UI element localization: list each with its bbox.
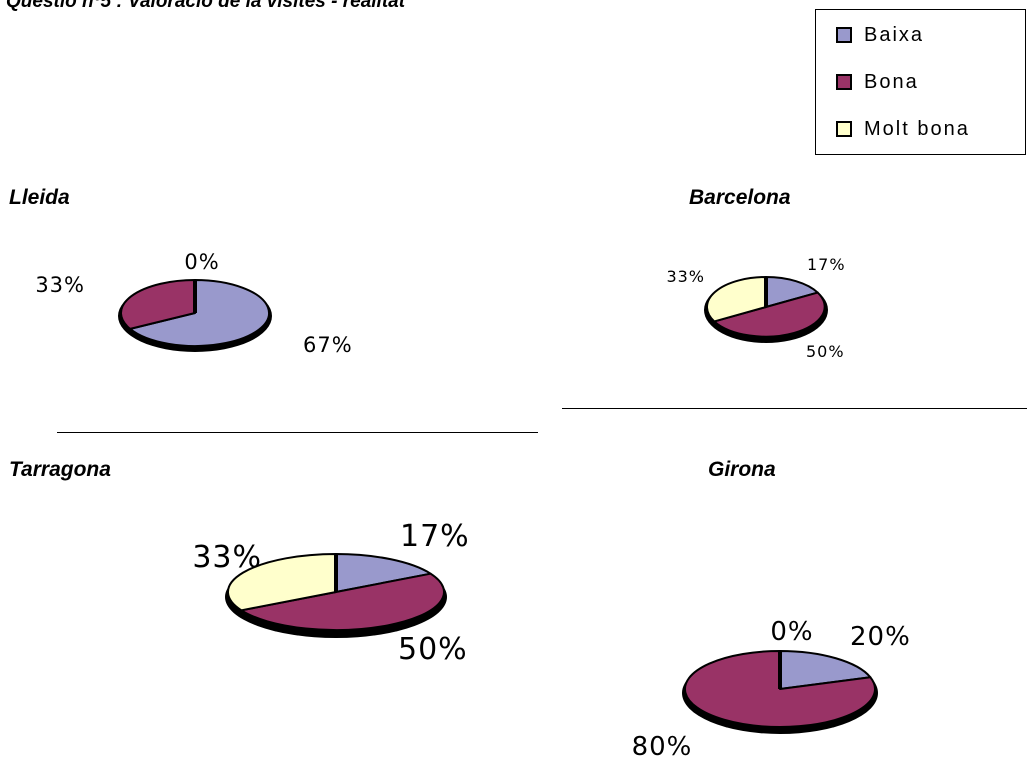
legend-item-bona: Bona bbox=[836, 70, 919, 94]
pie-label-tarragona-baixa: 17% bbox=[400, 519, 470, 554]
pie-slice-tarragona-molt-bona bbox=[227, 553, 337, 612]
legend-swatch-molt-bona bbox=[836, 121, 852, 137]
pie-slice-barcelona-baixa bbox=[765, 276, 819, 308]
pie-slice-barcelona-bona bbox=[713, 291, 826, 338]
legend-item-molt-bona: Molt bona bbox=[836, 117, 970, 141]
chart-title-barcelona: Barcelona bbox=[689, 186, 791, 209]
pie-label-lleida-bona: 33% bbox=[35, 273, 85, 297]
pie-label-girona-molt-bona: 0% bbox=[770, 617, 813, 647]
pie-label-lleida-molt-bona: 0% bbox=[184, 250, 219, 274]
divider-left bbox=[57, 432, 538, 433]
pie-slice-tarragona-bona bbox=[240, 572, 445, 631]
legend-swatch-baixa bbox=[836, 27, 852, 43]
legend-label-molt-bona: Molt bona bbox=[864, 117, 970, 140]
chart-title-girona: Girona bbox=[708, 458, 776, 481]
pie-slice-lleida-baixa bbox=[129, 279, 270, 347]
divider-right bbox=[562, 408, 1027, 409]
pie-label-barcelona-bona: 50% bbox=[806, 342, 845, 361]
pie-slice-barcelona-molt-bona bbox=[706, 276, 767, 323]
pie-label-girona-baixa: 20% bbox=[850, 622, 911, 652]
page-title: Qüestió nº5 : Valoració de la visites - … bbox=[6, 0, 406, 12]
legend-label-bona: Bona bbox=[864, 70, 919, 93]
pie-slice-lleida-bona bbox=[120, 279, 196, 330]
legend-swatch-bona bbox=[836, 74, 852, 90]
pie-label-tarragona-bona: 50% bbox=[398, 632, 468, 667]
pie-label-barcelona-molt-bona: 33% bbox=[666, 267, 705, 286]
pie-label-barcelona-baixa: 17% bbox=[807, 255, 846, 274]
chart-legend: Baixa Bona Molt bona bbox=[815, 9, 1026, 155]
chart-title-tarragona: Tarragona bbox=[9, 458, 111, 481]
pie-slice-tarragona-baixa bbox=[335, 553, 432, 593]
chart-title-lleida: Lleida bbox=[9, 186, 70, 209]
pie-label-tarragona-molt-bona: 33% bbox=[192, 540, 262, 575]
legend-item-baixa: Baixa bbox=[836, 23, 924, 47]
pie-label-lleida-baixa: 67% bbox=[303, 333, 353, 357]
legend-label-baixa: Baixa bbox=[864, 23, 925, 46]
pie-label-girona-bona: 80% bbox=[632, 732, 693, 758]
